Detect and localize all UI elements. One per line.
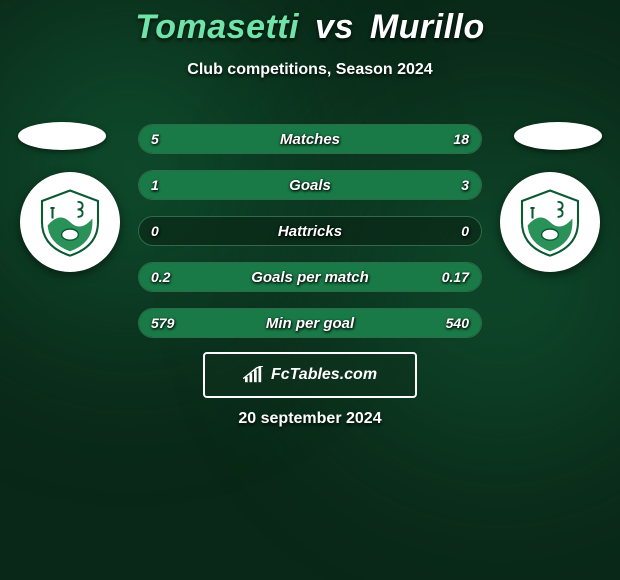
player2-club-badge: [500, 172, 600, 272]
stat-bar: 00Hattricks: [138, 216, 482, 246]
player1-ellipse: [18, 122, 106, 150]
stat-bar: 518Matches: [138, 124, 482, 154]
date-text: 20 september 2024: [0, 410, 620, 428]
page-title: Tomasetti vs Murillo: [0, 8, 620, 47]
stat-label: Goals per match: [139, 263, 481, 291]
stats-bars: 518Matches 13Goals 00Hattricks 0.20.17Goals…: [138, 124, 482, 354]
vs-text: vs: [315, 8, 354, 46]
content-wrap: Tomasetti vs Murillo Club competitions, …: [0, 0, 620, 580]
bar-chart-icon: [243, 366, 265, 384]
subtitle: Club competitions, Season 2024: [0, 61, 620, 79]
player1-name: Tomasetti: [135, 8, 299, 46]
player1-club-badge: [20, 172, 120, 272]
player2-ellipse: [514, 122, 602, 150]
stat-bar: 0.20.17Goals per match: [138, 262, 482, 292]
stat-bar: 13Goals: [138, 170, 482, 200]
club-badge-icon: [515, 187, 585, 257]
stat-label: Goals: [139, 171, 481, 199]
stat-label: Matches: [139, 125, 481, 153]
stat-label: Min per goal: [139, 309, 481, 337]
brand-text: FcTables.com: [271, 366, 377, 384]
player2-name: Murillo: [370, 8, 485, 46]
stat-bar: 579540Min per goal: [138, 308, 482, 338]
brand-box: FcTables.com: [203, 352, 417, 398]
club-badge-icon: [35, 187, 105, 257]
stat-label: Hattricks: [139, 217, 481, 245]
